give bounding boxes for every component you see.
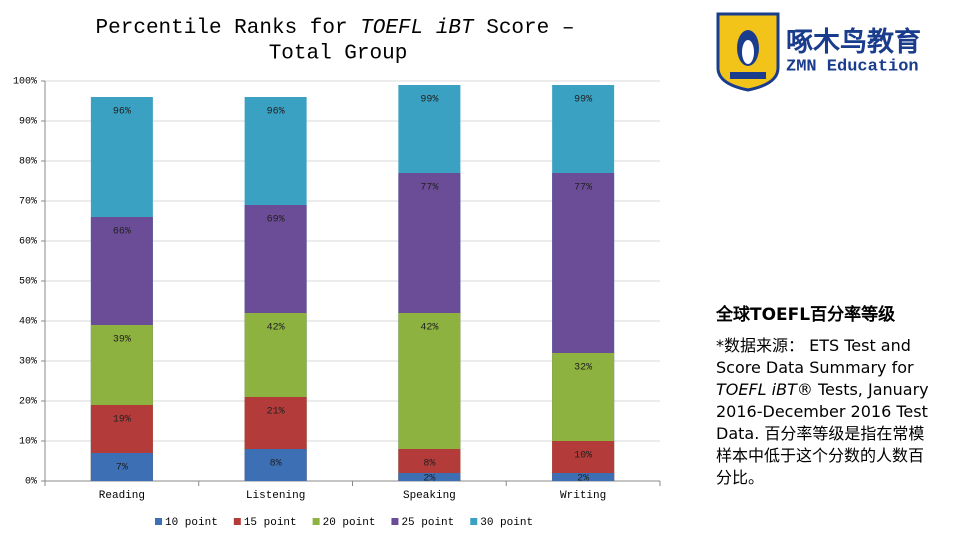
chart: Percentile Ranks for TOEFL iBT Score – T… bbox=[13, 17, 661, 529]
legend-label: 25 point bbox=[401, 517, 454, 529]
logo-subtitle: ZMN Education bbox=[786, 57, 919, 76]
data-label: 8% bbox=[423, 459, 435, 470]
data-label: 66% bbox=[113, 227, 131, 238]
note-text: TOEFL iBT® bbox=[716, 380, 813, 399]
y-tick-label: 90% bbox=[19, 117, 37, 128]
data-label: 99% bbox=[420, 95, 438, 106]
y-tick-label: 30% bbox=[19, 357, 37, 368]
x-tick-label: Writing bbox=[560, 490, 606, 502]
data-label: 19% bbox=[113, 415, 131, 426]
chart-title: Percentile Ranks for TOEFL iBT Score – bbox=[96, 17, 575, 40]
legend-label: 15 point bbox=[244, 517, 297, 529]
data-label: 77% bbox=[420, 183, 438, 194]
legend-label: 30 point bbox=[480, 517, 533, 529]
x-tick-label: Speaking bbox=[403, 490, 456, 502]
y-tick-label: 70% bbox=[19, 197, 37, 208]
y-tick-label: 60% bbox=[19, 237, 37, 248]
bar bbox=[552, 473, 615, 481]
logo-band bbox=[730, 72, 766, 79]
x-tick-label: Reading bbox=[99, 490, 145, 502]
bar bbox=[398, 473, 461, 481]
logo: 啄木鸟教育 ZMN Education bbox=[716, 12, 921, 92]
y-tick-label: 40% bbox=[19, 317, 37, 328]
legend-swatch bbox=[391, 518, 399, 525]
y-tick-label: 100% bbox=[13, 77, 37, 88]
data-label: 7% bbox=[116, 463, 128, 474]
data-label: 69% bbox=[267, 215, 285, 226]
data-label: 39% bbox=[113, 335, 131, 346]
bar bbox=[244, 449, 307, 481]
y-tick-label: 50% bbox=[19, 277, 37, 288]
data-label: 77% bbox=[574, 183, 592, 194]
legend-swatch bbox=[470, 518, 478, 525]
y-tick-label: 80% bbox=[19, 157, 37, 168]
note-heading: 全球TOEFL百分率等级 bbox=[716, 305, 896, 325]
data-label: 96% bbox=[113, 107, 131, 118]
legend-label: 20 point bbox=[323, 517, 376, 529]
bar bbox=[90, 453, 153, 481]
title-part: Score – bbox=[474, 17, 575, 40]
y-tick-label: 20% bbox=[19, 397, 37, 408]
legend-swatch bbox=[155, 518, 162, 525]
data-label: 2% bbox=[577, 474, 589, 485]
note-body: *数据来源： ETS Test and Score Data Summary f… bbox=[716, 335, 936, 489]
legend-label: 10 point bbox=[165, 517, 218, 529]
data-label: 42% bbox=[420, 323, 438, 334]
note-text: Tests, January 2016-December 2016 Test D… bbox=[716, 380, 929, 487]
data-label: 99% bbox=[574, 95, 592, 106]
logo-name: 啄木鸟教育 bbox=[786, 26, 921, 60]
data-label: 8% bbox=[270, 459, 282, 470]
title-part: Percentile Ranks for bbox=[96, 17, 361, 40]
data-label: 96% bbox=[267, 107, 285, 118]
logo-bird bbox=[742, 40, 754, 64]
data-label: 32% bbox=[574, 363, 592, 374]
y-tick-label: 0% bbox=[25, 477, 37, 488]
chart-title: Total Group bbox=[269, 43, 408, 66]
data-label: 42% bbox=[267, 323, 285, 334]
note-text: *数据来源： ETS Test and Score Data Summary f… bbox=[716, 336, 914, 377]
data-label: 21% bbox=[267, 407, 285, 418]
y-tick-label: 10% bbox=[19, 437, 37, 448]
data-label: 2% bbox=[423, 474, 435, 485]
legend-swatch bbox=[233, 518, 241, 525]
legend-swatch bbox=[312, 518, 320, 525]
note: 全球TOEFL百分率等级 *数据来源： ETS Test and Score D… bbox=[716, 300, 936, 489]
data-label: 10% bbox=[574, 451, 592, 462]
title-part: TOEFL iBT bbox=[360, 17, 475, 40]
x-tick-label: Listening bbox=[246, 490, 305, 502]
